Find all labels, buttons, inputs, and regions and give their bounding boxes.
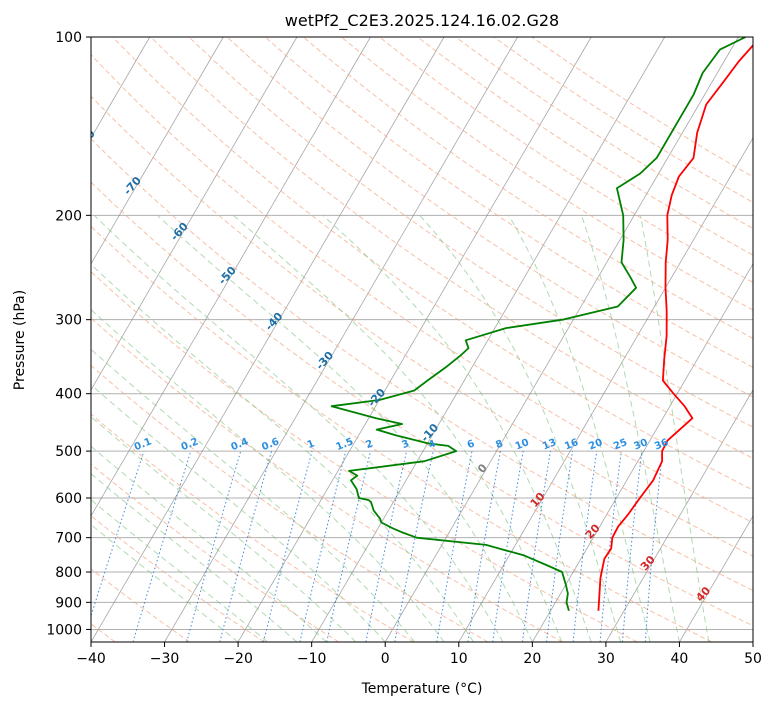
plot-frame	[91, 37, 753, 642]
isotherm-label: -70	[121, 174, 144, 198]
y-tick-label: 900	[55, 595, 82, 611]
plot-area	[0, 37, 775, 642]
isotherm-line	[385, 37, 738, 642]
x-tick-label: 40	[671, 651, 689, 667]
mixing-ratio-label: 25	[612, 437, 629, 452]
isotherm-line	[532, 37, 775, 642]
temperature-profile	[598, 37, 760, 611]
isotherm-line	[91, 37, 444, 642]
moist-adiabat-line	[640, 215, 709, 642]
mixing-ratio-label: 30	[632, 437, 649, 452]
isotherm-label: -30	[313, 349, 336, 373]
x-tick-label: 30	[597, 651, 615, 667]
dry-adiabat-line	[113, 37, 775, 642]
x-tick-label: 10	[450, 651, 468, 667]
mixing-ratio-label: 16	[563, 437, 580, 452]
moist-adiabat-line	[0, 215, 297, 642]
moist-adiabat-line	[41, 215, 473, 642]
y-tick-label: 700	[55, 531, 82, 547]
dry-adiabat-line	[0, 37, 264, 642]
dry-adiabat-line	[75, 37, 775, 642]
mixing-ratio-label: 6	[466, 438, 477, 451]
mixing-ratio-label: 1	[306, 438, 317, 451]
isotherm-label: -60	[168, 220, 191, 244]
isotherm-line	[17, 37, 370, 642]
y-tick-label: 500	[55, 444, 82, 460]
isotherm-label: 0	[475, 461, 490, 476]
isotherm-line	[606, 37, 775, 642]
dry-adiabat-line	[227, 37, 775, 642]
dry-adiabat-line	[379, 37, 775, 642]
isotherm-label: 40	[693, 584, 713, 604]
isotherm-line	[0, 37, 297, 642]
mixing-ratio-line	[468, 451, 501, 642]
x-tick-label: −30	[150, 651, 180, 667]
dry-adiabat-line	[532, 37, 775, 642]
dry-adiabat-line	[0, 37, 190, 642]
isotherm-line	[312, 37, 665, 642]
x-axis-label: Temperature (°C)	[361, 681, 483, 697]
mixing-ratio-line	[623, 451, 642, 642]
dry-adiabat-line	[0, 37, 339, 642]
mixing-ratio-line	[264, 451, 313, 642]
isotherm-label: -40	[263, 310, 286, 334]
x-tick-label: −20	[223, 651, 253, 667]
isotherm-line	[165, 37, 518, 642]
mixing-ratio-line	[133, 451, 191, 642]
y-tick-label: 200	[55, 208, 82, 224]
dry-adiabat-line	[456, 37, 775, 642]
x-tick-label: −10	[297, 651, 327, 667]
x-tick-label: 0	[381, 651, 390, 667]
isotherm-label: 10	[528, 490, 548, 510]
x-tick-label: 50	[744, 651, 762, 667]
y-tick-label: 1000	[46, 622, 82, 638]
isotherm-line	[753, 37, 775, 642]
mixing-ratio-line	[83, 451, 144, 642]
dry-adiabat-line	[0, 37, 413, 642]
isotherm-line	[0, 37, 223, 642]
dry-adiabat-line	[37, 37, 775, 642]
isotherm-label: -80	[75, 127, 98, 151]
isotherm-label: -50	[216, 264, 239, 288]
isotherm-label: -90	[23, 90, 46, 114]
mixing-ratio-label: 20	[587, 437, 604, 452]
moist-adiabat-line	[157, 215, 532, 642]
isotherm-label: 30	[638, 553, 658, 573]
mixing-ratio-line	[523, 451, 551, 642]
mixing-ratio-label: 10	[514, 437, 531, 452]
mixing-ratio-line	[573, 451, 597, 642]
y-axis-label: Pressure (hPa)	[12, 290, 28, 390]
dry-adiabat-line	[303, 37, 775, 642]
x-tick-label: 20	[523, 651, 541, 667]
dry-adiabat-line	[189, 37, 775, 642]
mixing-ratio-line	[547, 451, 573, 642]
dry-adiabat-line	[0, 37, 712, 642]
y-tick-label: 800	[55, 565, 82, 581]
mixing-ratio-label: 3	[400, 438, 411, 451]
chart-title: wetPf2_C2E3.2025.124.16.02.G28	[285, 11, 559, 31]
mixing-ratio-label: 2	[364, 438, 375, 451]
x-tick-label: −40	[76, 651, 106, 667]
dry-adiabat-line	[0, 37, 563, 642]
y-tick-label: 300	[55, 313, 82, 329]
mixing-ratio-line	[395, 451, 434, 642]
y-tick-label: 100	[55, 30, 82, 46]
y-tick-label: 600	[55, 491, 82, 507]
y-tick-label: 400	[55, 387, 82, 403]
isotherm-line	[0, 37, 3, 642]
